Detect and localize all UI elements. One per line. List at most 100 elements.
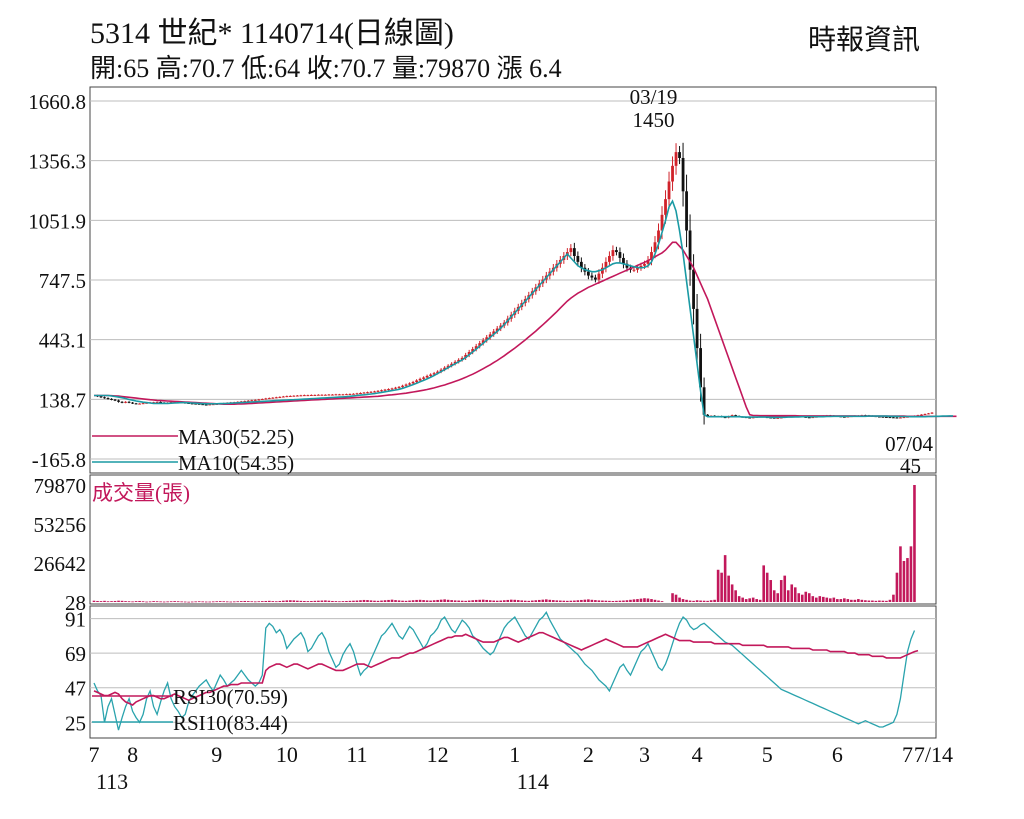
volume-bar (257, 601, 261, 603)
candle-body (327, 394, 331, 396)
volume-bar (758, 599, 762, 602)
volume-bar (222, 601, 226, 603)
candle-body (366, 392, 369, 394)
candle-body (488, 334, 492, 338)
x-month-label: 4 (692, 742, 703, 767)
x-year-label: 113 (96, 769, 128, 794)
volume-tick-label: 79870 (34, 474, 87, 498)
volume-bar (366, 600, 369, 602)
volume-bar (432, 600, 436, 602)
ma-legend-label: MA30(52.25) (178, 425, 294, 449)
volume-bar (246, 601, 250, 602)
candle-body (460, 357, 464, 360)
x-year-label: 114 (517, 769, 549, 794)
candle-body (306, 395, 310, 397)
volume-frame (89, 474, 937, 605)
volume-bar (313, 600, 317, 602)
volume-bar (576, 600, 580, 602)
peak-date-label: 03/19 (630, 85, 678, 109)
volume-bar (850, 599, 853, 602)
volume-bar (499, 600, 503, 602)
rsi-tick-label: 47 (65, 677, 86, 701)
volume-bar (411, 600, 415, 602)
volume-bar (471, 600, 474, 602)
candle-body (706, 414, 709, 417)
candle-body (639, 265, 643, 268)
volume-bar (155, 601, 159, 603)
volume-bar (650, 599, 653, 602)
volume-bar (520, 600, 524, 602)
candle-body (362, 392, 366, 394)
volume-bar (331, 600, 334, 602)
candle-body (211, 404, 215, 406)
volume-bar (653, 599, 657, 602)
candle-body (881, 416, 885, 418)
candle-body (324, 394, 327, 396)
volume-bar (695, 600, 699, 602)
volume-bar (885, 600, 888, 602)
candle-body (260, 399, 264, 401)
volume-bar (615, 600, 618, 602)
volume-bar (236, 601, 240, 603)
volume-bar (632, 599, 636, 602)
volume-bar (583, 599, 587, 602)
candle-body (345, 394, 348, 396)
candle-body (643, 263, 646, 266)
candle-body (632, 269, 636, 271)
candle-body (302, 395, 306, 397)
volume-bar (594, 600, 597, 602)
candle-body (380, 390, 383, 392)
ma10-line (94, 199, 953, 419)
volume-bar (362, 599, 366, 602)
volume-bar (618, 600, 622, 602)
candle-body (636, 267, 639, 270)
candle-body (271, 397, 275, 399)
volume-bar (436, 599, 439, 602)
volume-bar (888, 599, 892, 602)
volume-bar (829, 598, 832, 602)
volume-bar (804, 591, 808, 602)
candle-body (572, 248, 576, 256)
volume-bar (772, 590, 776, 602)
volume-bar (559, 600, 562, 602)
volume-bar (580, 599, 583, 602)
volume-bar (573, 600, 576, 602)
volume-bar (124, 601, 127, 602)
candle-body (134, 403, 138, 405)
volume-bar (225, 601, 229, 603)
volume-bar (769, 580, 773, 602)
volume-bar (502, 600, 506, 602)
candle-body (309, 394, 313, 396)
volume-bar (779, 580, 783, 602)
rsi-panel: 91 69 47 25 RSI30(70.59)RSI10(83.44) (65, 608, 919, 735)
candle-body (734, 415, 738, 417)
candle-body (194, 403, 198, 405)
candle-body (664, 199, 667, 215)
volume-bar (825, 597, 829, 602)
candle-body (495, 328, 499, 332)
volume-bar (636, 599, 639, 602)
candle-body (625, 263, 629, 268)
price-tick-label: 1660.8 (28, 90, 86, 114)
x-month-label: 12 (427, 742, 449, 767)
volume-bar (215, 601, 219, 603)
volume-bar (138, 600, 141, 602)
peak-value-label: 1450 (632, 108, 674, 132)
volume-bar (495, 600, 499, 602)
candle-body (902, 417, 906, 419)
volume-bar (345, 600, 348, 602)
volume-bar (913, 485, 916, 602)
candle-body (243, 401, 247, 403)
volume-bar (692, 600, 695, 602)
candle-body (446, 365, 450, 368)
candle-body (397, 386, 401, 388)
volume-bar (516, 600, 520, 602)
volume-bar (811, 596, 815, 602)
volume-bar (282, 600, 285, 602)
volume-bar (699, 600, 702, 602)
candle-body (443, 367, 447, 370)
volume-bar (688, 600, 692, 602)
candle-body (429, 374, 433, 376)
volume-bar (601, 600, 604, 602)
volume-bar (541, 599, 545, 602)
